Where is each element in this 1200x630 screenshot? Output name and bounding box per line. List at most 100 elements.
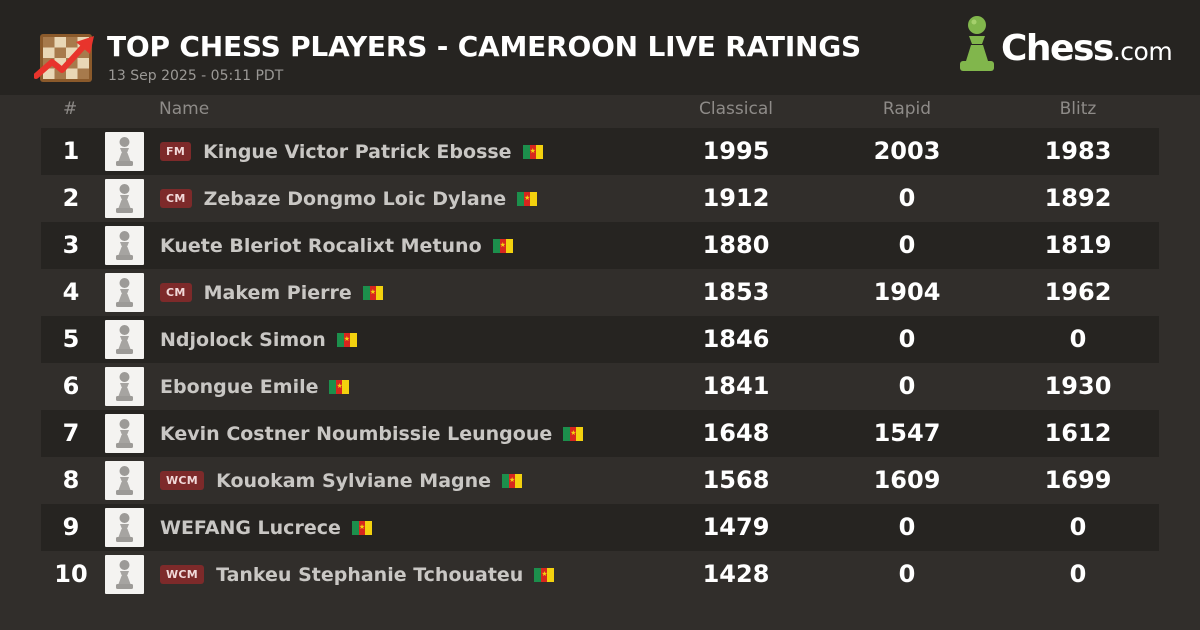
avatar[interactable] [105, 179, 144, 218]
blitz-rating: 1699 [1044, 466, 1112, 494]
pawn-icon [116, 231, 133, 260]
page-title: TOP CHESS PLAYERS - CAMEROON LIVE RATING… [107, 30, 862, 63]
cameroon-flag-icon: ★ [517, 191, 538, 206]
player-name[interactable]: Ndjolock Simon [160, 328, 326, 351]
rapid-rating: 2003 [873, 137, 941, 165]
blitz-rating: 1819 [1044, 231, 1112, 259]
table-row[interactable]: 4 CM Makem Pierre ★ 1853 1904 1962 [41, 269, 1159, 316]
player-name[interactable]: Kingue Victor Patrick Ebosse [203, 140, 512, 163]
rank-cell: 1 [62, 137, 80, 165]
title-badge: FM [160, 142, 192, 161]
classical-rating: 1853 [702, 278, 770, 306]
cameroon-flag-icon: ★ [563, 426, 584, 441]
player-name-cell: FM Kingue Victor Patrick Ebosse ★ [160, 128, 543, 175]
pawn-icon [116, 466, 133, 495]
player-name-cell: WCM Tankeu Stephanie Tchouateu ★ [160, 551, 555, 598]
classical-rating: 1568 [702, 466, 770, 494]
player-name-cell: WEFANG Lucrece ★ [160, 504, 372, 551]
table-row[interactable]: 8 WCM Kouokam Sylviane Magne ★ 1568 1609 1699 [41, 457, 1159, 504]
rank-cell: 6 [62, 372, 80, 400]
rapid-rating: 0 [898, 372, 916, 400]
pawn-logo-icon [960, 16, 994, 71]
ratings-table: 1 FM Kingue Victor Patrick Ebosse ★ 1995 2003… [41, 128, 1159, 598]
avatar[interactable] [105, 461, 144, 500]
player-name-cell: CM Zebaze Dongmo Loic Dylane ★ [160, 175, 538, 222]
rank-cell: 7 [62, 419, 80, 447]
avatar[interactable] [105, 273, 144, 312]
column-header-name: Name [159, 99, 210, 119]
title-badge: CM [160, 189, 192, 208]
blitz-rating: 0 [1069, 560, 1087, 588]
blitz-rating: 1612 [1044, 419, 1112, 447]
rank-cell: 5 [62, 325, 80, 353]
rapid-rating: 1547 [873, 419, 941, 447]
player-name[interactable]: WEFANG Lucrece [160, 516, 341, 539]
player-name[interactable]: Makem Pierre [203, 281, 352, 304]
rank-cell: 4 [62, 278, 80, 306]
table-row[interactable]: 10 WCM Tankeu Stephanie Tchouateu ★ 1428 0 0 [41, 551, 1159, 598]
avatar[interactable] [105, 508, 144, 547]
table-row[interactable]: 5 Ndjolock Simon ★ 1846 0 0 [41, 316, 1159, 363]
rapid-rating: 0 [898, 513, 916, 541]
classical-rating: 1428 [702, 560, 770, 588]
rank-cell: 10 [54, 560, 88, 588]
brand-wordmark: Chess.com [1001, 28, 1173, 69]
cameroon-flag-icon: ★ [351, 520, 372, 535]
table-row[interactable]: 1 FM Kingue Victor Patrick Ebosse ★ 1995 2003… [41, 128, 1159, 175]
rapid-rating: 1609 [873, 466, 941, 494]
title-badge: CM [160, 283, 192, 302]
pawn-icon [116, 372, 133, 401]
player-name[interactable]: Kuete Bleriot Rocalixt Metuno [160, 234, 482, 257]
table-row[interactable]: 3 Kuete Bleriot Rocalixt Metuno ★ 1880 0 1819 [41, 222, 1159, 269]
player-name[interactable]: Ebongue Emile [160, 375, 319, 398]
player-name[interactable]: Tankeu Stephanie Tchouateu [216, 563, 524, 586]
table-row[interactable]: 2 CM Zebaze Dongmo Loic Dylane ★ 1912 0 1892 [41, 175, 1159, 222]
avatar[interactable] [105, 555, 144, 594]
avatar[interactable] [105, 367, 144, 406]
pawn-icon [116, 184, 133, 213]
cameroon-flag-icon: ★ [362, 285, 383, 300]
avatar[interactable] [105, 414, 144, 453]
title-badge: WCM [160, 565, 205, 584]
rapid-rating: 1904 [873, 278, 941, 306]
player-name[interactable]: Kevin Costner Noumbissie Leungoue [160, 422, 553, 445]
cameroon-flag-icon: ★ [502, 473, 523, 488]
classical-rating: 1995 [702, 137, 770, 165]
rapid-rating: 0 [898, 184, 916, 212]
rank-cell: 2 [62, 184, 80, 212]
header: TOP CHESS PLAYERS - CAMEROON LIVE RATING… [0, 0, 1200, 95]
cameroon-flag-icon: ★ [336, 332, 357, 347]
avatar[interactable] [105, 132, 144, 171]
player-name-cell: WCM Kouokam Sylviane Magne ★ [160, 457, 523, 504]
avatar[interactable] [105, 226, 144, 265]
table-row[interactable]: 9 WEFANG Lucrece ★ 1479 0 0 [41, 504, 1159, 551]
cameroon-flag-icon: ★ [492, 238, 513, 253]
column-header-blitz: Blitz [1059, 99, 1097, 119]
player-name-cell: Ebongue Emile ★ [160, 363, 350, 410]
blitz-rating: 1892 [1044, 184, 1112, 212]
column-header-rank: # [63, 99, 78, 119]
classical-rating: 1841 [702, 372, 770, 400]
classical-rating: 1880 [702, 231, 770, 259]
player-name-cell: Kuete Bleriot Rocalixt Metuno ★ [160, 222, 513, 269]
pawn-icon [116, 419, 133, 448]
rank-cell: 9 [62, 513, 80, 541]
table-row[interactable]: 7 Kevin Costner Noumbissie Leungoue ★ 1648 1… [41, 410, 1159, 457]
rank-cell: 3 [62, 231, 80, 259]
rank-cell: 8 [62, 466, 80, 494]
chess-com-logo[interactable]: Chess.com [955, 14, 1173, 76]
player-name[interactable]: Zebaze Dongmo Loic Dylane [203, 187, 507, 210]
avatar[interactable] [105, 320, 144, 359]
player-name-cell: Ndjolock Simon ★ [160, 316, 357, 363]
timestamp: 13 Sep 2025 - 05:11 PDT [108, 68, 284, 84]
player-name-cell: Kevin Costner Noumbissie Leungoue ★ [160, 410, 584, 457]
cameroon-flag-icon: ★ [329, 379, 350, 394]
rapid-rating: 0 [898, 231, 916, 259]
pawn-icon [116, 513, 133, 542]
blitz-rating: 0 [1069, 513, 1087, 541]
blitz-rating: 0 [1069, 325, 1087, 353]
player-name[interactable]: Kouokam Sylviane Magne [216, 469, 492, 492]
table-row[interactable]: 6 Ebongue Emile ★ 1841 0 1930 [41, 363, 1159, 410]
pawn-icon [116, 278, 133, 307]
blitz-rating: 1962 [1044, 278, 1112, 306]
